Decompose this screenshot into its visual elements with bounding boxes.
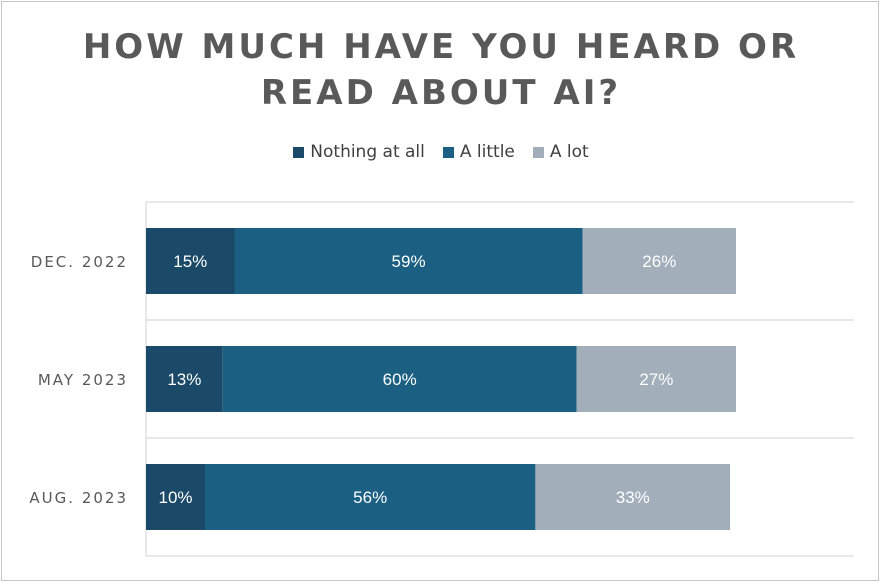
bar-segment bbox=[582, 228, 736, 294]
legend-label-a-little: A little bbox=[459, 142, 515, 162]
bar-segment bbox=[205, 464, 536, 530]
data-label: 59% bbox=[392, 252, 426, 271]
data-label: 33% bbox=[616, 488, 650, 507]
data-label: 26% bbox=[642, 252, 676, 271]
chart-title-line-2: READ ABOUT AI? bbox=[260, 73, 622, 113]
legend-swatch-nothing-at-all bbox=[293, 146, 305, 158]
legend-label-a-lot: A lot bbox=[549, 142, 589, 162]
bar-segment bbox=[222, 346, 577, 412]
bar-segment bbox=[234, 228, 583, 294]
chart-title-line-1: HOW MUCH HAVE YOU HEARD OR bbox=[82, 27, 800, 67]
chart-legend: Nothing at all A little A lot bbox=[0, 142, 882, 162]
legend-item-nothing-at-all: Nothing at all bbox=[293, 142, 425, 162]
legend-item-a-lot: A lot bbox=[532, 142, 589, 162]
bar-segment bbox=[535, 464, 731, 530]
data-label: 56% bbox=[353, 488, 387, 507]
category-label: MAY 2023 bbox=[38, 371, 128, 389]
legend-label-nothing-at-all: Nothing at all bbox=[310, 142, 425, 162]
bar-segment bbox=[146, 464, 205, 530]
data-label: 15% bbox=[173, 252, 207, 271]
category-label: DEC. 2022 bbox=[31, 253, 128, 271]
legend-swatch-a-little bbox=[442, 146, 454, 158]
bar-segment bbox=[576, 346, 736, 412]
data-label: 10% bbox=[158, 488, 192, 507]
category-label: AUG. 2023 bbox=[29, 489, 128, 507]
chart-title: HOW MUCH HAVE YOU HEARD OR READ ABOUT AI… bbox=[0, 24, 882, 116]
legend-item-a-little: A little bbox=[442, 142, 515, 162]
data-label: 27% bbox=[639, 370, 673, 389]
legend-swatch-a-lot bbox=[532, 146, 544, 158]
bar-segment bbox=[146, 346, 223, 412]
data-label: 60% bbox=[383, 370, 417, 389]
bar-segment bbox=[146, 228, 235, 294]
data-label: 13% bbox=[167, 370, 201, 389]
